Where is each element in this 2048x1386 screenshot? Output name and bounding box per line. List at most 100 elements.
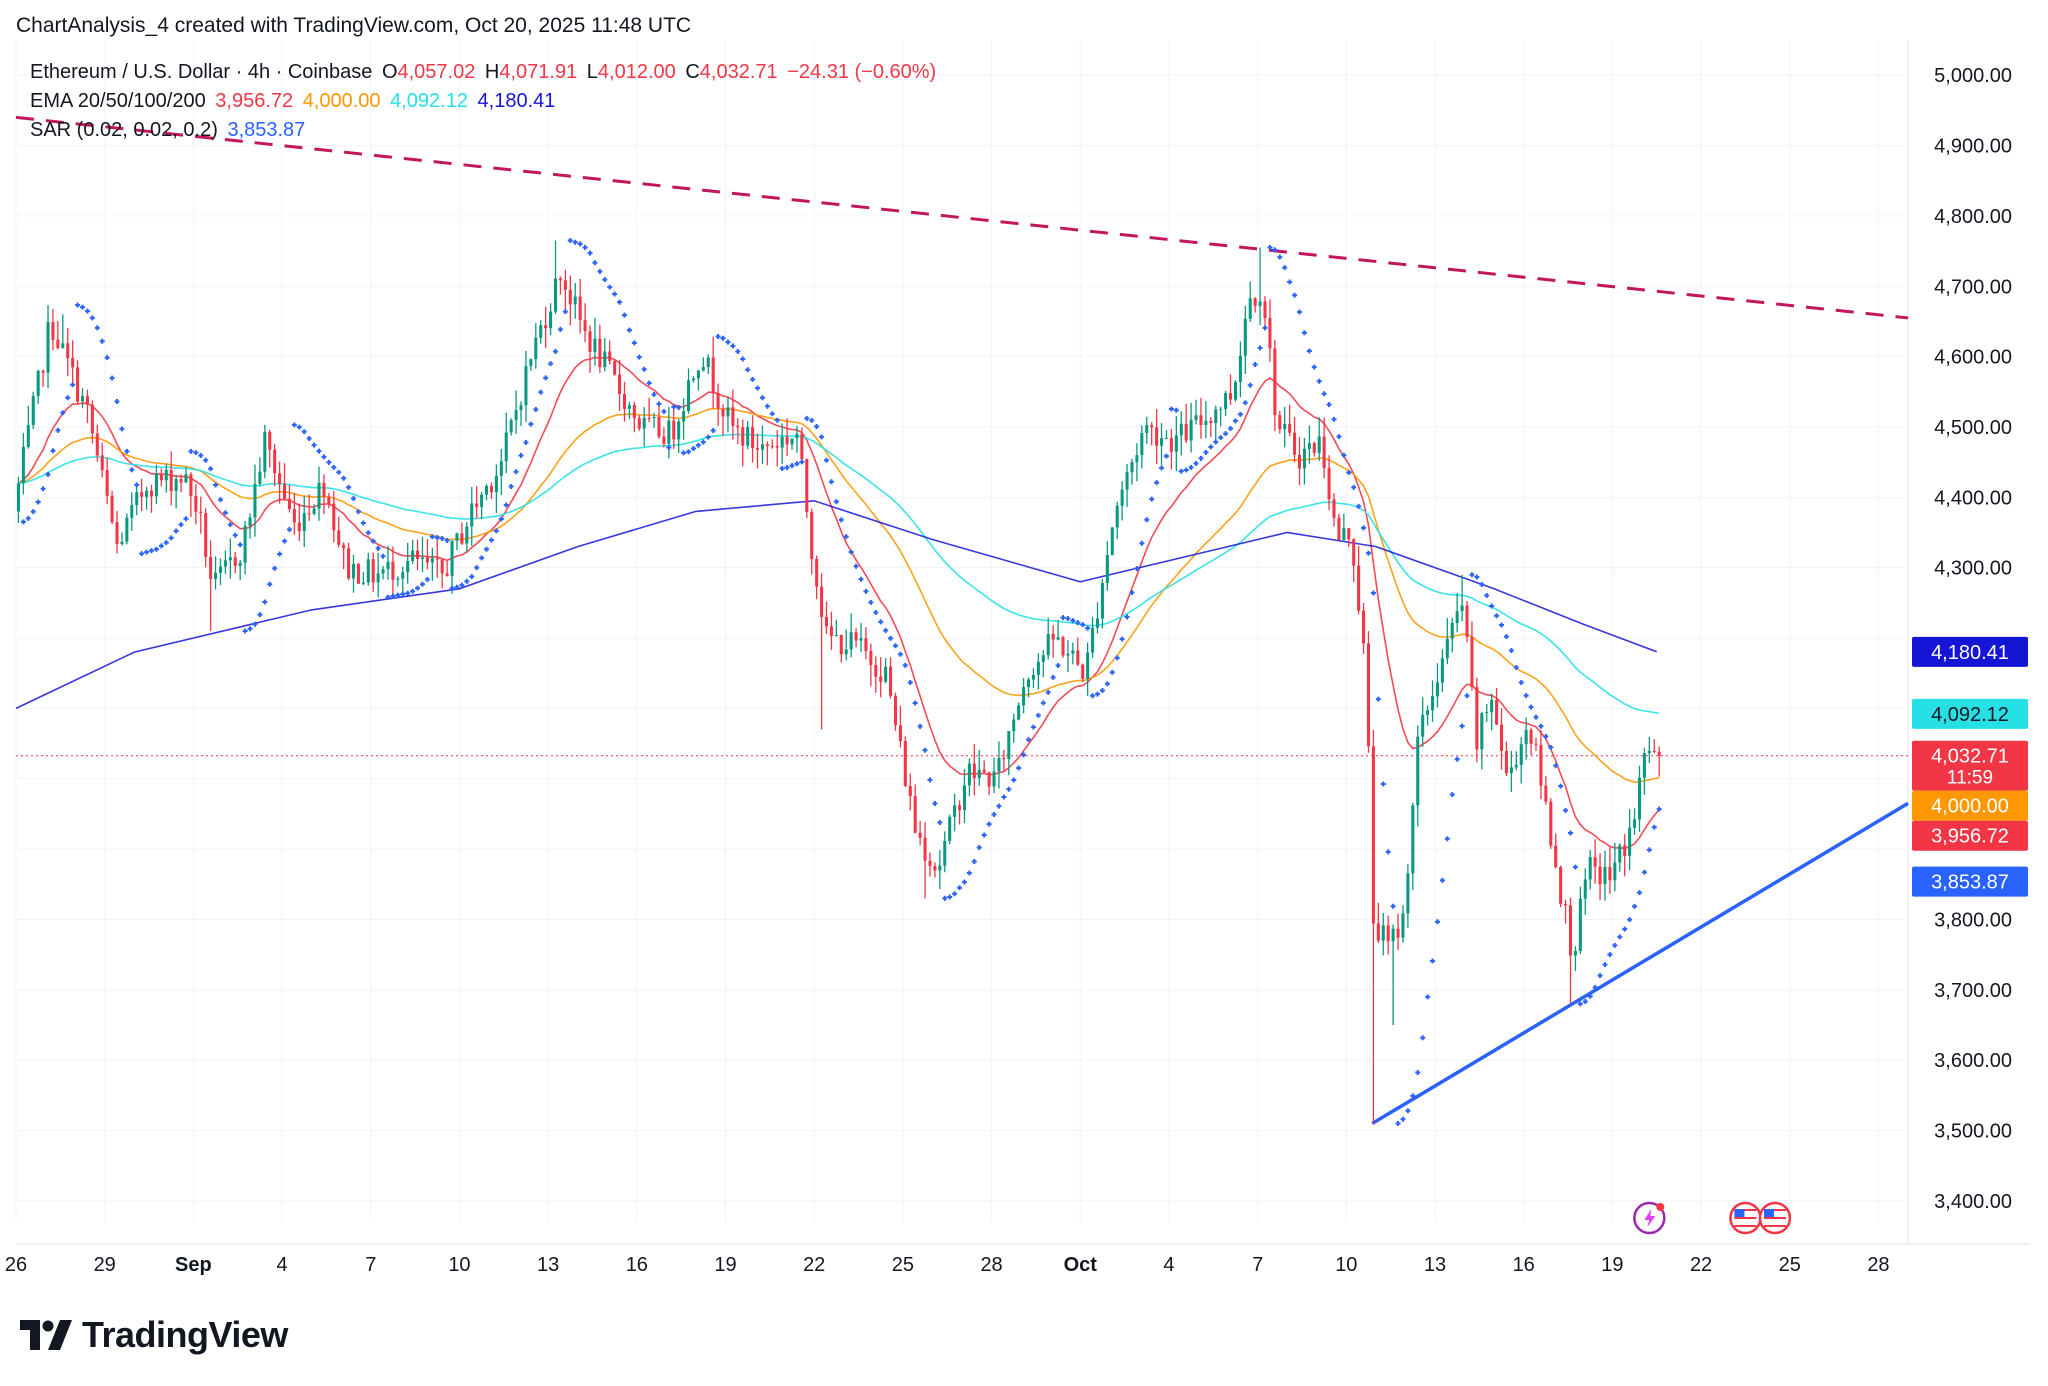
x-tick-label: 13 <box>537 1254 559 1276</box>
candle-body <box>440 559 444 574</box>
candle-body <box>337 530 341 545</box>
y-tick-label: 4,400.00 <box>1934 487 2012 509</box>
candle-body <box>1160 438 1164 446</box>
sar-dot <box>553 349 559 355</box>
lightning-icon <box>1644 1209 1656 1227</box>
sar-dot <box>434 535 440 541</box>
candle-body <box>268 431 272 450</box>
sar-dot <box>809 417 815 423</box>
candle-body <box>1031 674 1035 680</box>
sar-dot <box>715 333 721 339</box>
sar-dot <box>291 422 297 428</box>
candle-body <box>1499 724 1504 751</box>
sar-dot <box>464 578 470 584</box>
sar-dot <box>306 436 312 442</box>
candle-body <box>1362 610 1366 644</box>
sar-dot <box>104 355 110 361</box>
candle-body <box>1228 393 1233 400</box>
candle-body <box>110 495 114 523</box>
ema-lines <box>15 356 1660 850</box>
x-tick-label: 4 <box>277 1254 288 1276</box>
candle-body <box>1184 423 1188 441</box>
candle-body <box>61 343 65 349</box>
candle-body <box>1347 528 1351 540</box>
sar-dot <box>833 499 839 505</box>
candle-body <box>509 420 513 433</box>
sar-dot <box>242 628 248 634</box>
sar-dot <box>1459 723 1465 729</box>
sar-dot <box>454 584 460 590</box>
tradingview-logo[interactable]: TradingView <box>20 1314 288 1356</box>
candle-body <box>1095 618 1100 628</box>
sar-dot <box>424 576 430 582</box>
sar-dot <box>351 495 357 501</box>
x-tick-label: 28 <box>1867 1254 1889 1276</box>
candle-body <box>287 498 291 510</box>
sar-dot <box>523 439 529 445</box>
candle-body <box>1115 505 1119 528</box>
candle-body <box>780 437 784 448</box>
sar-dot <box>705 434 711 440</box>
candle-body <box>657 416 661 437</box>
sar-dot <box>577 241 583 247</box>
sar-dot <box>360 520 366 526</box>
candle-body <box>583 319 587 332</box>
candle-body <box>489 486 493 493</box>
x-tick-label: 22 <box>1690 1254 1712 1276</box>
sar-dot <box>794 461 800 467</box>
legend-sar-row[interactable]: SAR (0.02, 0.02, 0.2) 3,853.87 <box>30 116 940 145</box>
legend-open: 4,057.02 <box>397 61 476 83</box>
candle-body <box>760 444 764 450</box>
candle-body <box>815 558 819 587</box>
sar-dot <box>336 469 342 475</box>
candle-body <box>962 785 966 811</box>
sar-dot <box>1119 636 1125 642</box>
candle-body <box>1046 633 1050 656</box>
candle-body <box>455 533 459 541</box>
candle-body <box>1007 731 1011 760</box>
sar-dot <box>1326 402 1332 408</box>
candle-body <box>997 757 1001 772</box>
candle-body <box>1105 555 1109 584</box>
legend-ema-row[interactable]: EMA 20/50/100/200 3,956.72 4,000.00 4,09… <box>30 87 940 116</box>
candle-body <box>627 405 631 409</box>
candle-body <box>174 479 178 491</box>
sar-dot <box>1139 540 1145 546</box>
trendlines[interactable] <box>15 115 1909 1126</box>
sar-dot <box>927 777 933 783</box>
sar-dot <box>217 497 223 503</box>
candle-body <box>1081 664 1085 679</box>
candle-body <box>1164 438 1169 440</box>
legend-o-label: O <box>381 61 398 83</box>
sar-dot <box>1331 416 1337 422</box>
sar-dot <box>1114 655 1120 661</box>
sar-dot <box>1198 455 1204 461</box>
price-badge-label: 3,956.72 <box>1931 826 2009 848</box>
candles[interactable] <box>16 240 1661 1124</box>
y-tick-label: 3,600.00 <box>1934 1050 2012 1072</box>
candle-body <box>406 560 410 573</box>
sar-dot <box>247 626 253 632</box>
candle-body <box>282 484 287 499</box>
sar-dot <box>858 576 864 582</box>
sar-dot <box>84 308 90 314</box>
candle-body <box>1573 951 1577 956</box>
candle-body <box>1534 743 1538 745</box>
sar-dot <box>35 499 41 505</box>
event-icons[interactable] <box>1633 1201 1792 1235</box>
legend-symbol[interactable]: Ethereum / U.S. Dollar · 4h · Coinbase <box>30 61 373 83</box>
sar-dot <box>651 392 657 398</box>
sar-dot <box>1503 634 1509 640</box>
candle-body <box>1549 801 1553 846</box>
candle-body <box>218 566 223 573</box>
candle-body <box>1357 565 1361 611</box>
sar-dot <box>1006 786 1012 792</box>
sar-dot <box>725 339 731 345</box>
sar-dot <box>740 356 746 362</box>
candle-body <box>1578 898 1582 952</box>
y-tick-label: 4,700.00 <box>1934 276 2012 298</box>
sar-dot <box>582 244 588 250</box>
candle-body <box>622 393 627 409</box>
